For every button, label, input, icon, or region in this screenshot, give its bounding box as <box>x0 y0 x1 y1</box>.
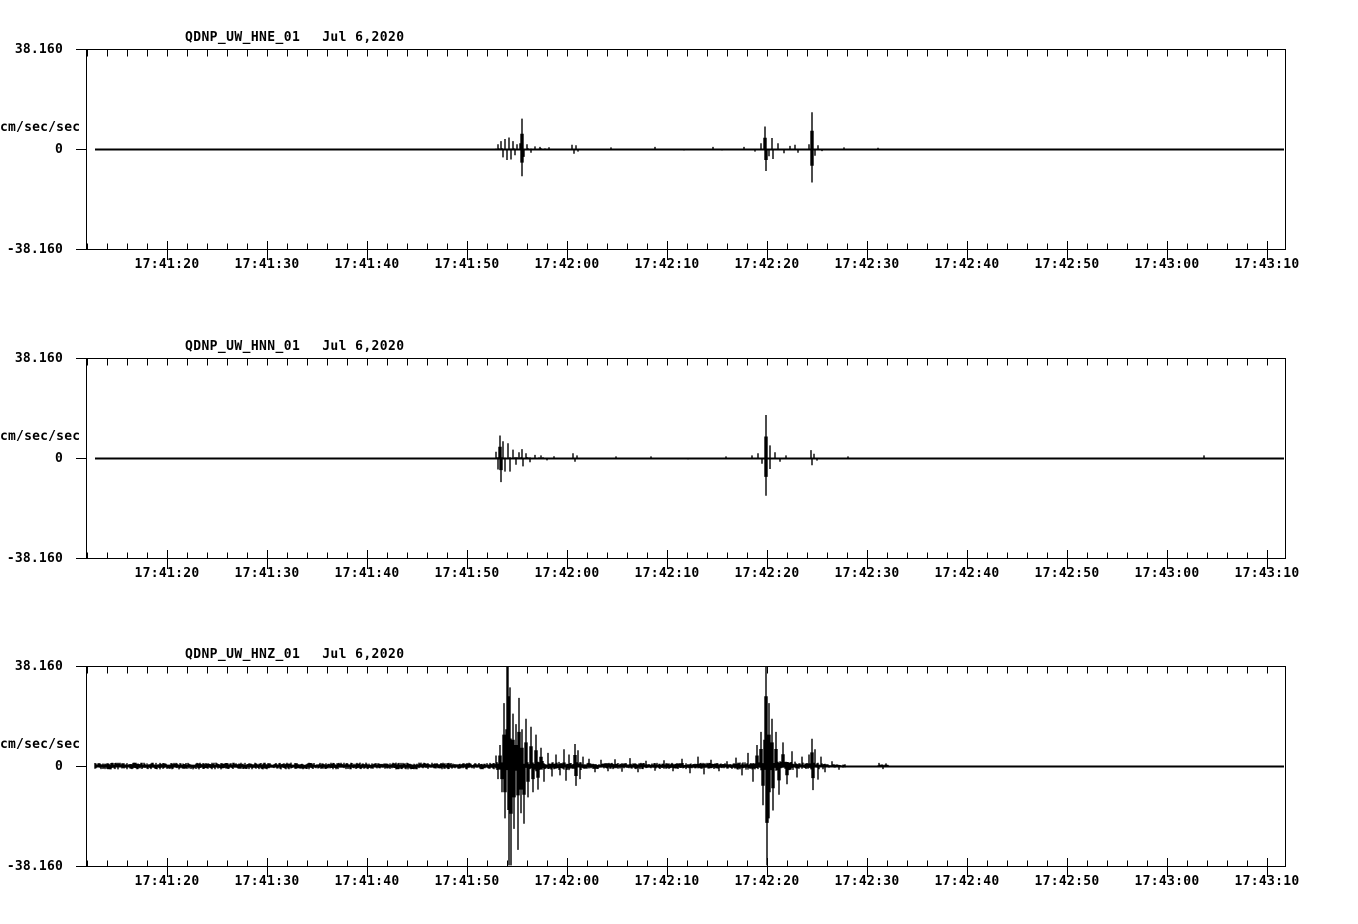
major-ticks <box>167 550 1268 569</box>
x-tick-label: 17:41:30 <box>234 874 299 889</box>
x-tick-label: 17:41:40 <box>334 566 399 581</box>
x-tick-label: 17:43:00 <box>1134 257 1199 272</box>
y-axis-zero-label: 0 <box>54 759 63 774</box>
x-tick-label: 17:42:20 <box>734 257 799 272</box>
x-tick-label: 17:41:30 <box>234 257 299 272</box>
x-tick-label: 17:43:10 <box>1234 257 1299 272</box>
x-tick-label: 17:42:40 <box>934 874 999 889</box>
x-tick-label: 17:43:10 <box>1234 874 1299 889</box>
plot-frame <box>86 666 1286 867</box>
plot-title: QDNP_UW_HNN_01 Jul 6,2020 <box>185 339 404 354</box>
plot-frame <box>86 49 1286 250</box>
y-axis-min-label: -38.160 <box>6 551 63 566</box>
y-axis-min-label: -38.160 <box>6 242 63 257</box>
y-axis-unit-label: cm/sec/sec <box>0 120 81 135</box>
x-tick-label: 17:42:10 <box>634 566 699 581</box>
y-axis-tick-dashes <box>76 49 86 250</box>
waveform-canvas-hnn: 17:41:20 17:41:30 17:41:40 17:41:50 17:42:00… <box>76 358 1299 581</box>
station-label: QDNP_UW_HNN_01 <box>185 339 301 354</box>
waveform-trace <box>94 666 889 866</box>
seismogram-plot-hnz: 17:41:20 17:41:30 17:41:40 17:41:50 17:42:00… <box>0 617 1358 924</box>
x-tick-label: 17:43:10 <box>1234 566 1299 581</box>
waveform-trace <box>495 112 879 183</box>
x-tick-label: 17:41:30 <box>234 566 299 581</box>
x-tick-label: 17:42:40 <box>934 257 999 272</box>
station-label: QDNP_UW_HNZ_01 <box>185 647 301 662</box>
plot-title: QDNP_UW_HNE_01 Jul 6,2020 <box>185 30 404 45</box>
x-tick-label: 17:42:00 <box>534 257 599 272</box>
y-axis-unit-label: cm/sec/sec <box>0 737 81 752</box>
x-tick-label: 17:42:00 <box>534 566 599 581</box>
y-axis-max-label: 38.160 <box>14 659 63 674</box>
waveform-trace <box>495 415 1205 496</box>
plot-frame <box>86 358 1286 559</box>
major-ticks <box>167 241 1268 260</box>
y-axis-zero-label: 0 <box>54 451 63 466</box>
station-label: QDNP_UW_HNE_01 <box>185 30 301 45</box>
x-tick-label: 17:42:00 <box>534 874 599 889</box>
plot-title: QDNP_UW_HNZ_01 Jul 6,2020 <box>185 647 404 662</box>
seismogram-plot-hnn: 17:41:20 17:41:30 17:41:40 17:41:50 17:42:00… <box>0 309 1358 617</box>
x-tick-label: 17:42:20 <box>734 566 799 581</box>
x-tick-label: 17:41:20 <box>134 566 199 581</box>
x-tick-label: 17:41:20 <box>134 257 199 272</box>
y-axis-tick-dashes <box>76 666 86 867</box>
x-tick-label: 17:42:20 <box>734 874 799 889</box>
x-tick-label: 17:41:40 <box>334 257 399 272</box>
y-axis-max-label: 38.160 <box>14 351 63 366</box>
y-axis-max-label: 38.160 <box>14 42 63 57</box>
seismogram-plot-hne: 17:41:20 17:41:30 17:41:40 17:41:50 17:42:00… <box>0 0 1358 310</box>
date-label: Jul 6,2020 <box>322 30 405 45</box>
x-tick-label: 17:42:50 <box>1034 566 1099 581</box>
minor-ticks <box>87 666 1268 867</box>
date-label: Jul 6,2020 <box>322 339 405 354</box>
x-tick-label: 17:42:30 <box>834 566 899 581</box>
x-tick-label: 17:42:10 <box>634 874 699 889</box>
major-ticks <box>167 858 1268 877</box>
x-tick-label: 17:42:30 <box>834 257 899 272</box>
y-axis-min-label: -38.160 <box>6 859 63 874</box>
x-tick-label: 17:42:10 <box>634 257 699 272</box>
x-tick-label: 17:42:50 <box>1034 257 1099 272</box>
date-label: Jul 6,2020 <box>322 647 405 662</box>
x-tick-label: 17:41:50 <box>434 566 499 581</box>
x-tick-label: 17:42:30 <box>834 874 899 889</box>
y-axis-tick-dashes <box>76 358 86 559</box>
x-tick-label: 17:43:00 <box>1134 874 1199 889</box>
x-tick-label: 17:42:50 <box>1034 874 1099 889</box>
x-tick-label: 17:41:50 <box>434 257 499 272</box>
y-axis-zero-label: 0 <box>54 142 63 157</box>
x-tick-label: 17:41:40 <box>334 874 399 889</box>
x-tick-label: 17:41:20 <box>134 874 199 889</box>
x-tick-label: 17:41:50 <box>434 874 499 889</box>
minor-ticks <box>87 358 1268 559</box>
x-tick-label: 17:42:40 <box>934 566 999 581</box>
waveform-canvas-hne: 17:41:20 17:41:30 17:41:40 17:41:50 17:42:00… <box>76 49 1299 272</box>
minor-ticks <box>87 49 1268 250</box>
waveform-canvas-hnz: 17:41:20 17:41:30 17:41:40 17:41:50 17:42:00… <box>76 666 1299 889</box>
x-tick-label: 17:43:00 <box>1134 566 1199 581</box>
y-axis-unit-label: cm/sec/sec <box>0 429 81 444</box>
